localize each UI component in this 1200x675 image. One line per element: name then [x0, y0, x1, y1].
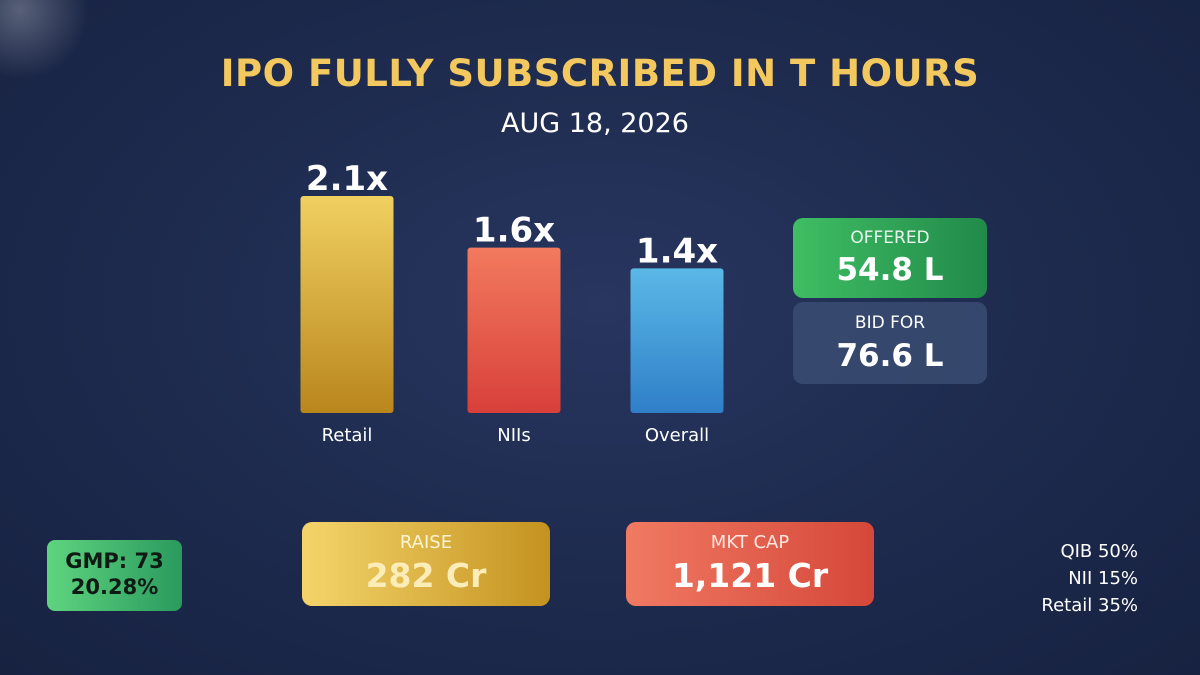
bar-value-label-retail: 2.1x: [306, 159, 388, 199]
category-label-overall: Overall: [645, 425, 709, 446]
bid-for-label: BID FOR: [854, 313, 926, 333]
gmp-badge: GMP: 73 20.28%: [47, 540, 182, 611]
bid-for-value: 76.6 L: [836, 338, 944, 374]
allocation-qib: QIB 50%: [1060, 541, 1138, 562]
allocation-retail: Retail 35%: [1041, 595, 1138, 616]
raise-card: RAISE 282 Cr: [302, 522, 550, 606]
bid-for-card: BID FOR 76.6 L: [793, 302, 987, 384]
allocation-nii: NII 15%: [1068, 568, 1138, 589]
bar-overall: [630, 268, 724, 413]
raise-label: RAISE: [399, 532, 453, 553]
bar-value-label-niis: 1.6x: [473, 211, 555, 251]
mkt-cap-label: MKT CAP: [710, 532, 790, 553]
mkt-cap-value: 1,121 Cr: [671, 556, 829, 595]
corner-glow: [0, 0, 100, 80]
bar-value-label-overall: 1.4x: [636, 231, 718, 271]
bar-retail: [300, 196, 394, 413]
category-label-retail: Retail: [322, 425, 373, 446]
page-title: IPO FULLY SUBSCRIBED IN T HOURS: [220, 52, 980, 95]
page-date: AUG 18, 2026: [501, 108, 689, 139]
gmp-value: GMP: 73: [65, 549, 164, 573]
offered-label: OFFERED: [850, 228, 930, 248]
offered-value: 54.8 L: [836, 252, 944, 288]
raise-value: 282 Cr: [365, 556, 487, 595]
bar-niis: [467, 247, 561, 413]
mkt-cap-card: MKT CAP 1,121 Cr: [626, 522, 874, 606]
gmp-percent: 20.28%: [70, 575, 159, 599]
offered-card: OFFERED 54.8 L: [793, 218, 987, 298]
category-label-niis: NIIs: [497, 425, 530, 446]
allocation-split: QIB 50% NII 15% Retail 35%: [1041, 538, 1138, 619]
